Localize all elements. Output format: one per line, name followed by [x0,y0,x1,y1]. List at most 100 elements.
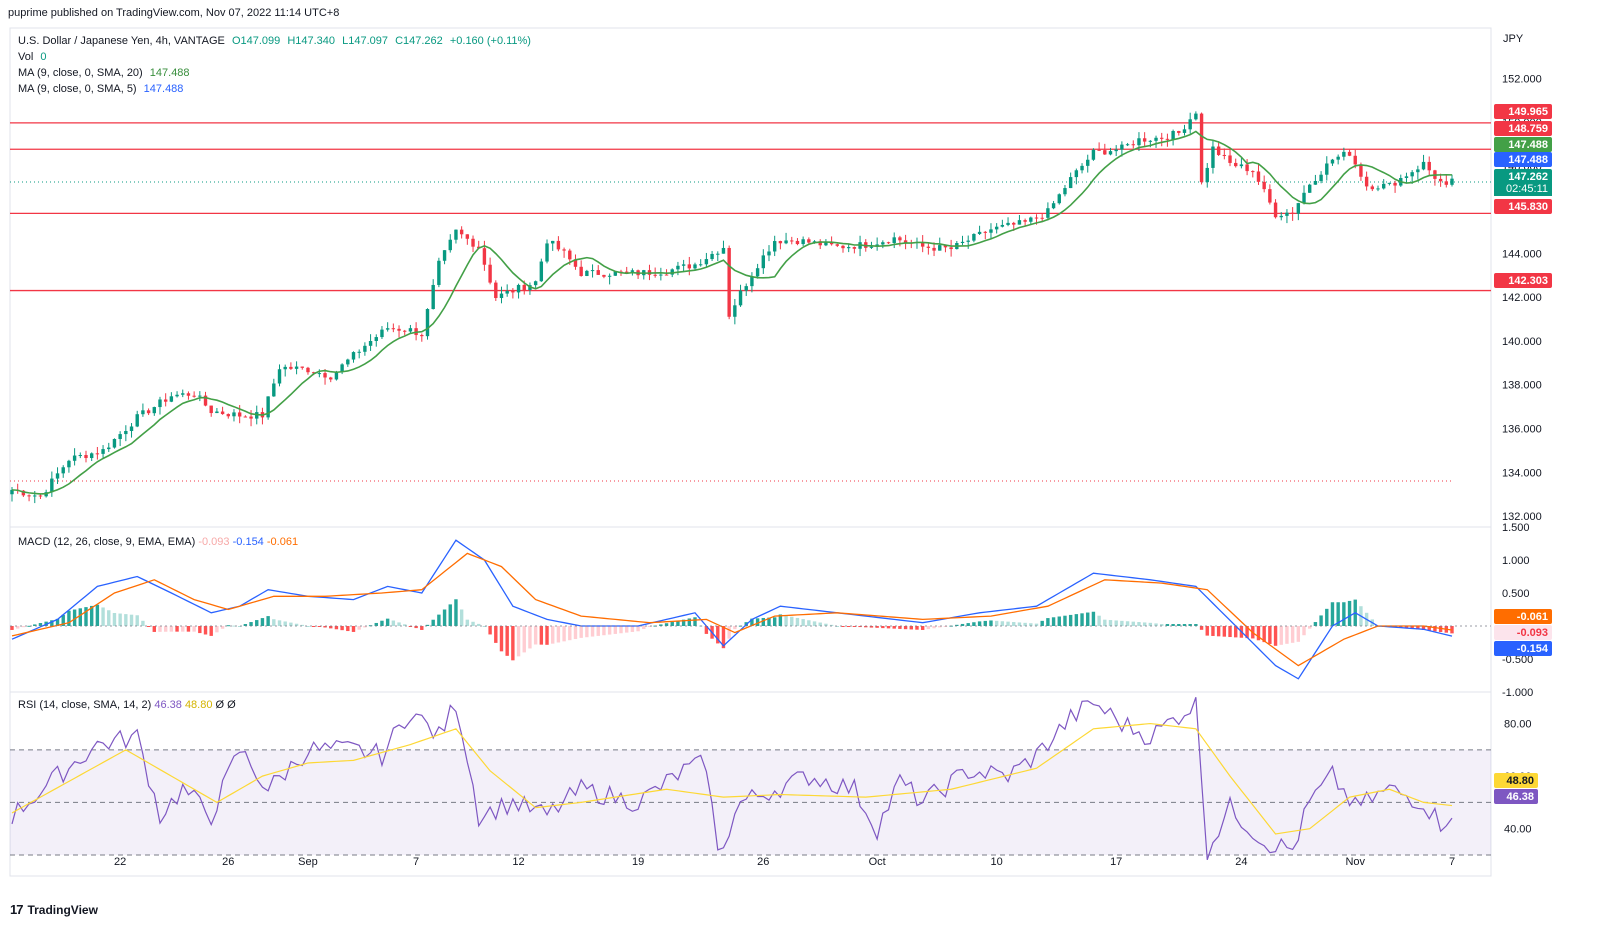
macd-hist-bar [1171,624,1175,626]
macd-hist-bar [488,626,492,635]
macd-hist-bar [124,614,128,626]
rsi-x1: Ø [215,699,225,711]
macd-hist-bar [158,626,162,632]
macd-tag-label: -0.093 [1517,627,1548,639]
rsi-tag-bg [1494,773,1538,788]
candle-body [397,328,401,331]
candle-body [972,233,976,241]
macd-tag-bg [1494,609,1552,624]
macd-hist-bar [294,623,299,626]
candle-body [1199,113,1204,183]
candle-body [744,286,748,291]
candle-body [1251,171,1255,173]
macd-hist-bar [664,623,669,626]
x-tick-label: 22 [114,856,126,868]
macd-hist-bar [829,624,834,626]
candle-body [1097,149,1101,151]
macd-hist-bar [255,620,259,626]
macd-hist-bar [642,626,646,630]
candle-body [146,410,151,414]
macd-hist-bar [1421,626,1426,630]
macd-hist-bar [1177,624,1181,626]
change-value: +0.160 (+0.11%) [449,35,531,47]
macd-hist-bar [465,619,470,626]
candle-body [1108,151,1113,155]
macd-hist-bar [15,626,20,629]
candle-body [442,250,447,261]
candle-body [283,366,287,370]
candle-body [579,266,583,276]
macd-hist-bar [1342,602,1346,626]
ma5-value: 147.488 [143,83,184,95]
macd-hist-bar [1091,611,1096,626]
macd-hist-bar [972,622,976,626]
candle-body [494,282,498,299]
candle-body [755,268,760,277]
macd-hist-bar [306,626,310,627]
rsi-tag-label: 48.80 [1506,775,1534,787]
candle-body [209,405,213,414]
candle-body [1313,180,1318,185]
macd-hist-bar [437,614,441,626]
candle-body [334,371,339,380]
macd-hist-bar [522,626,526,653]
macd-hist-bar [448,604,452,626]
macd-tag-label: -0.061 [1517,611,1548,623]
candle-body [203,395,208,406]
rsi-tick-label: 40.00 [1504,824,1532,836]
macd-hist-bar [687,618,692,626]
candle-body [881,242,885,245]
x-tick-label: 17 [1110,856,1122,868]
candle-body [192,395,196,397]
candle-body [1234,162,1238,167]
candle-body [215,411,219,414]
candle-body [1091,149,1096,160]
macd-hist-bar [61,614,65,626]
candle-body [50,478,54,493]
macd-hist-bar [84,607,88,626]
macd-hist-bar [397,622,401,626]
macd-hist-bar [790,616,794,626]
candle-body [391,328,396,330]
price-tag-label: 149.965 [1508,106,1548,118]
macd-hist-bar [403,624,407,626]
candle-body [551,240,555,244]
macd-hist-bar [761,617,766,626]
candle-body [1125,144,1130,146]
macd-hist-bar [10,626,14,630]
candle-body [533,281,538,286]
candle-body [1171,130,1175,140]
macd-hist-bar [431,619,435,626]
candle-body [1410,172,1414,177]
macd-hist-bar [1131,621,1135,626]
macd-line [11,539,1453,680]
macd-hist-bar [693,617,697,626]
macd-hist-bar [1336,602,1340,626]
candle-body [994,226,999,230]
candle-body [938,245,942,251]
macd-hist-bar [750,618,754,626]
price-tag-label: 147.262 [1508,171,1548,183]
high-value: H147.340 [287,35,336,47]
candle-body [562,249,566,251]
candle-body [311,372,316,374]
candle-body [835,244,839,246]
macd-hist-bar [1273,626,1278,646]
footer-brand[interactable]: 17 TradingView [10,902,98,917]
candle-body [181,393,185,395]
candle-body [1273,202,1278,218]
candle-body [1364,176,1369,187]
macd-hist-bar [243,624,248,626]
candle-body [1268,189,1272,203]
macd-hist-bar [203,626,208,635]
candle-body [1416,169,1420,173]
candle-body [55,473,60,479]
macd-hist-bar [226,625,230,627]
candle-body [505,291,509,294]
macd-hist-bar [568,626,572,641]
candle-body [1256,171,1261,182]
macd-hist-bar [272,619,276,626]
candle-body [1023,220,1027,222]
macd-hist-bar [1416,626,1420,630]
